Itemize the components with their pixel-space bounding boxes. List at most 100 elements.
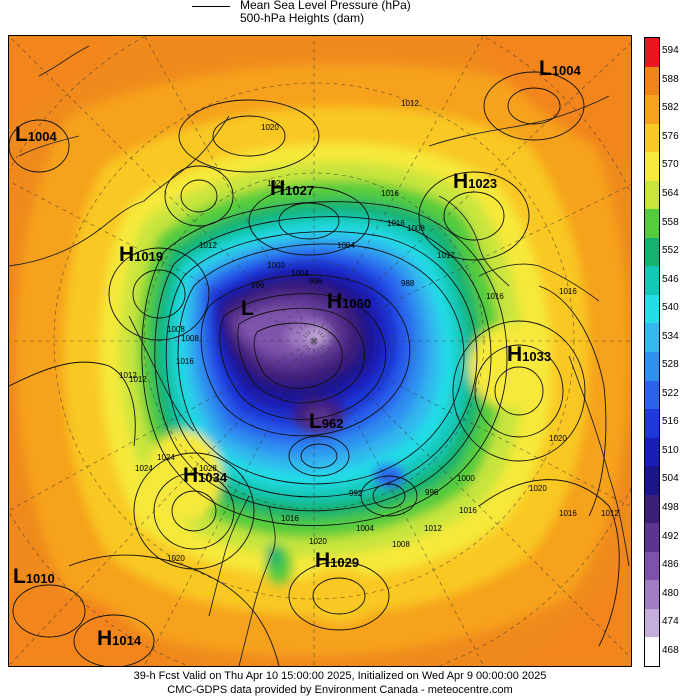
colorbar-tick-label: 546 (662, 273, 679, 285)
pressure-center: H1019 (119, 243, 164, 266)
colorbar-segment (645, 266, 659, 296)
isobar-label: 1016 (486, 292, 504, 301)
isobar-label: 1024 (135, 464, 153, 473)
pressure-center: H1060 (327, 290, 372, 313)
lat-lon-grid (9, 36, 631, 666)
isobar-label: 1016 (176, 357, 194, 366)
height-colorbar (644, 37, 660, 667)
isobar-label: 1000 (267, 261, 285, 270)
isobar-label: 1020 (167, 554, 185, 563)
map-panel: 1012 1020 1024 1016 1012 1016 1008 1017 1016 1000… (8, 35, 632, 667)
legend-heights-label: 500-hPa Heights (dam) (240, 11, 365, 25)
forecast-validity-text: 39-h Fcst Valid on Thu Apr 10 15:00:00 2… (133, 670, 547, 682)
pressure-center: H1027 (270, 177, 315, 200)
pressure-center: L1010 (13, 565, 55, 588)
colorbar-segment (645, 323, 659, 353)
colorbar-segment (645, 409, 659, 439)
isobar-label: 1004 (356, 524, 374, 533)
isobar-label: 1008 (392, 540, 410, 549)
colorbar-segment (645, 551, 659, 581)
colorbar-tick-label: 558 (662, 216, 679, 228)
isobar-label: 1004 (291, 269, 309, 278)
colorbar-tick-label: 570 (662, 159, 679, 171)
isobar-label: 1012 (129, 375, 147, 384)
colorbar-tick-label: 594 (662, 45, 679, 57)
coastlines (9, 45, 630, 666)
isobar-label: 992 (349, 489, 363, 498)
isobar-label: 988 (401, 279, 415, 288)
isobar-label: 1017 (437, 251, 455, 260)
colorbar-tick-label: 468 (662, 644, 679, 656)
isobar-label: 1024 (157, 453, 175, 462)
isobar-label: 1016 (281, 514, 299, 523)
pressure-center: H1014 (97, 627, 142, 650)
isobar-label: 1016 (559, 287, 577, 296)
isobar-label: 1008 (407, 224, 425, 233)
isobar-labels: 1012102010241016101210161008101710161000… (119, 99, 619, 563)
colorbar-tick-label: 528 (662, 359, 679, 371)
isobar-label: 1028 (199, 464, 217, 473)
colorbar-tick-label: 540 (662, 302, 679, 314)
colorbar-tick-label: 492 (662, 530, 679, 542)
colorbar-tick-label: 534 (662, 330, 679, 342)
pressure-center: H1034 (183, 464, 228, 487)
colorbar-segment (645, 437, 659, 467)
colorbar-tick-label: 474 (662, 616, 679, 628)
pressure-center: L1004 (15, 123, 57, 146)
colorbar-segment (645, 294, 659, 324)
data-credit-text: CMC-GDPS data provided by Environment Ca… (167, 684, 513, 696)
colorbar-segment (645, 466, 659, 496)
map-svg: 1012102010241016101210161008101710161000… (9, 36, 631, 666)
isobar-label: 1008 (167, 325, 185, 334)
colorbar-segment (645, 38, 659, 68)
isobar-label: 1016 (559, 509, 577, 518)
colorbar-segment (645, 237, 659, 267)
colorbar-tick-label: 510 (662, 444, 679, 456)
legend-msl-label: Mean Sea Level Pressure (hPa) (240, 0, 411, 12)
colorbar-tick-label: 564 (662, 188, 679, 199)
isobar-label: 1020 (261, 123, 279, 132)
colorbar-tick-label: 552 (662, 245, 679, 257)
colorbar-tick-label: 480 (662, 587, 679, 599)
colorbar-tick-label: 576 (662, 130, 679, 142)
colorbar-tick-label: 582 (662, 102, 679, 114)
colorbar-segment (645, 608, 659, 638)
isobar-label: 1012 (119, 371, 137, 380)
pressure-center: H1033 (507, 343, 552, 366)
colorbar-segment (645, 66, 659, 96)
colorbar-tick-label: 504 (662, 473, 679, 485)
isobar-label: 1004 (337, 241, 355, 250)
isobar-label: 1024 (267, 179, 285, 188)
isobar-label: 1020 (549, 434, 567, 443)
isobar-label: 996 (425, 488, 439, 497)
isobar-label: 996 (251, 281, 265, 290)
colorbar-segment (645, 494, 659, 524)
colorbar-segment (645, 580, 659, 610)
isobar-label: 1020 (309, 537, 327, 546)
isobar-label: 1012 (601, 509, 619, 518)
isobar-label: 1016 (459, 506, 477, 515)
colorbar-tick-label: 516 (662, 416, 679, 428)
pressure-center: L (241, 297, 254, 320)
colorbar-tick-label: 486 (662, 559, 679, 571)
legend: Mean Sea Level Pressure (hPa) 500-hPa He… (192, 0, 492, 28)
isobar-label: 1012 (199, 241, 217, 250)
isobar-label: 1012 (424, 524, 442, 533)
pressure-center: L1004 (539, 57, 581, 80)
isobars (9, 71, 620, 666)
colorbar-segment (645, 152, 659, 182)
pressure-center: H1029 (315, 549, 360, 572)
isobar-label: 996 (309, 277, 323, 286)
pressure-center: L962 (309, 410, 344, 433)
colorbar-segment (645, 209, 659, 239)
pressure-center: H1023 (453, 170, 498, 193)
colorbar-segment (645, 523, 659, 553)
colorbar-segment (645, 352, 659, 382)
isobar-label: 1008 (181, 334, 199, 343)
colorbar-tick-label: 522 (662, 387, 679, 399)
colorbar-tick-label: 498 (662, 502, 679, 513)
isobar-label: 1016 (387, 219, 405, 228)
colorbar-segment (645, 380, 659, 410)
colorbar-segment (645, 637, 659, 667)
colorbar-segment (645, 123, 659, 153)
